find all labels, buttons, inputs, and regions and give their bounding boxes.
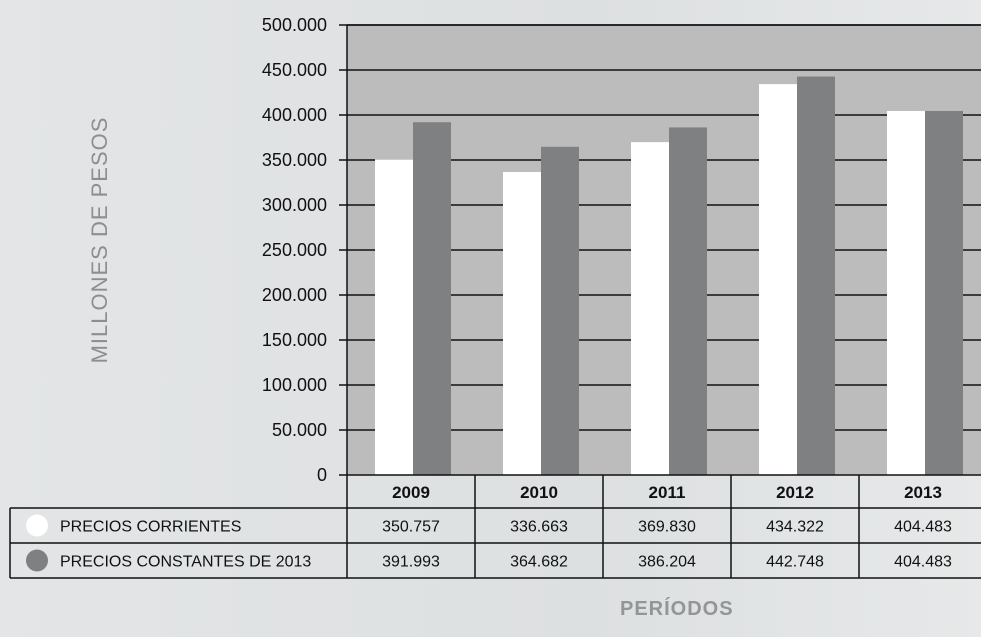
bar-precios-corrientes xyxy=(887,110,925,475)
bar-precios-constantes xyxy=(669,127,707,476)
category-label: 2009 xyxy=(392,483,430,502)
category-label: 2013 xyxy=(904,483,942,502)
bar-precios-corrientes xyxy=(631,142,669,475)
data-label: 404.483 xyxy=(894,554,952,571)
data-label: 404.483 xyxy=(894,519,952,536)
legend-label: PRECIOS CONSTANTES DE 2013 xyxy=(60,554,311,571)
x-axis-label: PERÍODOS xyxy=(620,598,734,620)
y-tick-label: 450.000 xyxy=(262,60,327,80)
legend-marker-constantes xyxy=(26,549,48,572)
legend-label: PRECIOS CORRIENTES xyxy=(60,519,241,536)
y-axis-label-wrap: MILLONES DE PESOS xyxy=(60,110,140,370)
data-label: 336.663 xyxy=(510,519,568,536)
y-tick-label: 100.000 xyxy=(262,375,327,395)
y-tick-label: 300.000 xyxy=(262,195,327,215)
data-label: 391.993 xyxy=(382,554,440,571)
bar-precios-constantes xyxy=(413,122,451,475)
y-tick-label: 150.000 xyxy=(262,330,327,350)
data-label: 350.757 xyxy=(382,519,440,536)
y-tick-label: 500.000 xyxy=(262,15,327,35)
bar-precios-constantes xyxy=(541,146,579,475)
bar-precios-constantes xyxy=(925,110,963,475)
data-label: 442.748 xyxy=(766,554,824,571)
bar-precios-constantes xyxy=(797,76,835,476)
data-label: 386.204 xyxy=(638,554,696,571)
data-label: 434.322 xyxy=(766,519,824,536)
y-tick-label: 0 xyxy=(317,465,327,485)
y-tick-label: 250.000 xyxy=(262,240,327,260)
y-tick-label: 200.000 xyxy=(262,285,327,305)
legend-marker-corrientes xyxy=(26,514,48,537)
category-label: 2010 xyxy=(520,483,558,502)
y-axis-label: MILLONES DE PESOS xyxy=(87,116,112,364)
bar-precios-corrientes xyxy=(759,84,797,475)
category-label: 2011 xyxy=(649,483,686,502)
data-label: 369.830 xyxy=(638,519,696,536)
y-tick-label: 350.000 xyxy=(262,150,327,170)
data-label: 364.682 xyxy=(510,554,568,571)
y-tick-label: 400.000 xyxy=(262,105,327,125)
y-tick-label: 50.000 xyxy=(272,420,327,440)
bar-precios-corrientes xyxy=(375,159,413,475)
category-label: 2012 xyxy=(776,483,814,502)
bar-precios-corrientes xyxy=(503,172,541,475)
